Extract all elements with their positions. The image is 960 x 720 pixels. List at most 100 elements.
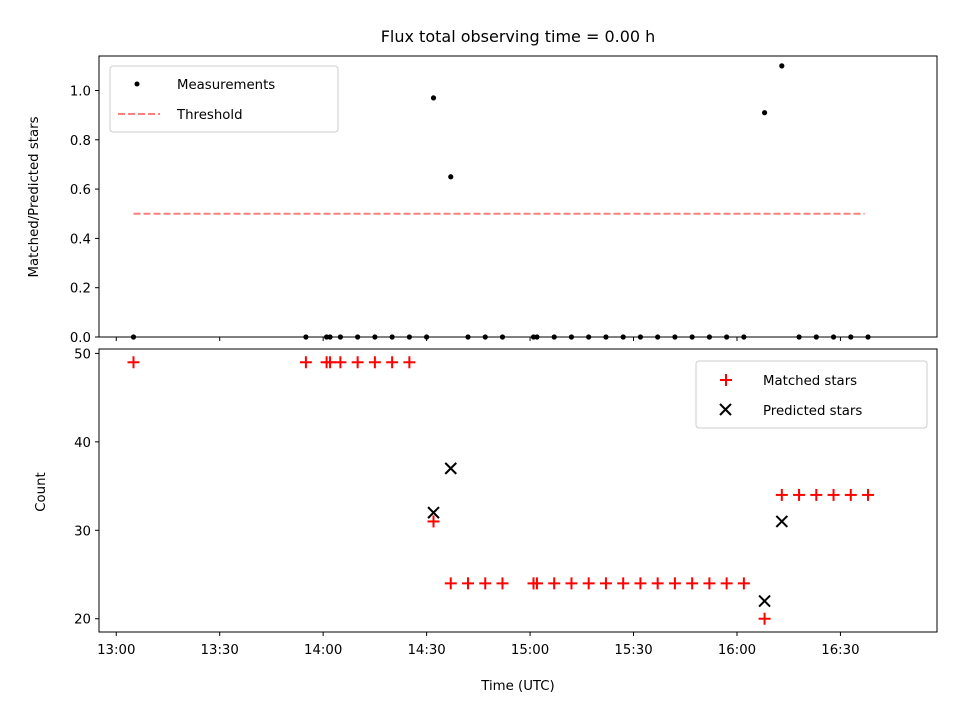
measurement-point [830, 334, 837, 340]
bottom-y-tick-label: 50 [74, 347, 91, 362]
matched-stars-point [461, 577, 474, 590]
measurement-point [761, 110, 768, 116]
measurement-point [130, 334, 137, 340]
measurement-point [430, 95, 437, 101]
measurement-point [355, 334, 361, 340]
matched-stars-point [737, 577, 750, 590]
matched-stars-point [496, 577, 509, 590]
matched-stars-point [386, 356, 399, 369]
x-tick-label: 16:30 [821, 643, 859, 658]
measurement-point [620, 334, 626, 340]
bottom-y-tick-label: 30 [74, 524, 91, 539]
measurement-point [672, 334, 678, 340]
matched-stars-point [720, 577, 733, 590]
measurement-point [303, 334, 309, 340]
matched-stars-point [444, 577, 457, 590]
measurement-point [655, 334, 661, 340]
x-tick-label: 14:00 [304, 643, 342, 658]
bottom-legend: Matched stars Predicted stars [695, 360, 928, 429]
measurement-point [706, 334, 712, 340]
x-tick-label: 16:00 [718, 643, 756, 658]
top-legend: Measurements Threshold [109, 65, 339, 133]
x-tick-label: 14:30 [407, 643, 445, 658]
top-y-tick-label: 0.4 [70, 232, 91, 247]
top-y-tick-label: 0.0 [70, 331, 91, 346]
top-y-tick-label: 0.2 [70, 282, 91, 297]
top-y-axis-label: Matched/Predicted stars [27, 116, 42, 277]
x-tick-label: 15:00 [511, 643, 549, 658]
measurement-point [482, 334, 488, 340]
bottom-y-axis-label: Count [34, 472, 49, 512]
x-tick-label: 13:30 [201, 643, 239, 658]
matched-stars-point [299, 356, 312, 369]
matched-stars-point [582, 577, 595, 590]
matched-stars-point [758, 612, 771, 625]
predicted-stars-point [427, 506, 440, 519]
measurement-point [568, 334, 575, 340]
measurement-point [424, 334, 430, 340]
matched-stars-point [368, 356, 381, 369]
measurement-point [865, 334, 871, 340]
matched-stars-point [548, 577, 561, 590]
bottom-y-ticks: 20 30 40 50 [74, 347, 99, 628]
matched-stars-point [334, 356, 347, 369]
measurement-point [372, 334, 378, 340]
predicted-stars-point [444, 462, 457, 475]
legend-measurements-marker [134, 81, 140, 87]
bottom-series [127, 356, 875, 625]
matched-stars-point [479, 577, 492, 590]
matched-stars-point [530, 577, 543, 590]
matched-stars-point [599, 577, 612, 590]
matched-stars-point [668, 577, 681, 590]
measurement-point [813, 334, 819, 340]
measurement-point [551, 334, 557, 340]
measurement-point [448, 174, 454, 180]
chart-title: Flux total observing time = 0.00 h [381, 27, 656, 46]
top-y-tick-label: 1.0 [70, 85, 91, 100]
matched-stars-point [324, 356, 337, 369]
legend-predicted-label: Predicted stars [763, 404, 862, 419]
predicted-stars-point [758, 594, 771, 608]
matched-stars-point [651, 577, 664, 590]
matched-stars-point [810, 488, 823, 501]
measurement-point [689, 334, 695, 340]
measurement-point [406, 334, 412, 340]
matched-stars-point [565, 577, 578, 590]
predicted-stars-point [775, 515, 789, 528]
top-y-tick-label: 0.6 [70, 183, 91, 198]
top-panel: Matched/Predicted stars 0.0 0.2 0.4 0.6 0.8 1… [27, 55, 938, 346]
matched-stars-point [617, 577, 630, 590]
matched-stars-point [844, 488, 857, 501]
measurement-point [499, 334, 506, 340]
measurement-point [848, 334, 854, 340]
top-x-ticks [115, 337, 841, 341]
bottom-x-ticks: 13:00 13:30 14:00 14:30 15:00 15:30 16:00 16:30 [97, 632, 860, 658]
measurement-point [603, 334, 609, 340]
bottom-plot-frame [98, 348, 938, 633]
measurement-point [534, 334, 540, 340]
legend-threshold-label: Threshold [176, 108, 243, 123]
measurement-point [465, 334, 471, 340]
legend-matched-label: Matched stars [763, 374, 857, 389]
legend-measurements-label: Measurements [177, 78, 275, 93]
measurement-point [796, 334, 802, 340]
bottom-legend-box [695, 360, 928, 429]
x-tick-label: 15:30 [614, 643, 652, 658]
bottom-y-tick-label: 20 [74, 613, 91, 628]
measurement-point [586, 334, 592, 340]
x-axis-label: Time (UTC) [480, 679, 555, 694]
legend-predicted-marker [719, 403, 732, 416]
top-legend-box [109, 65, 339, 133]
bottom-y-tick-label: 40 [74, 436, 91, 451]
matched-stars-point [827, 488, 840, 501]
matched-stars-point [127, 356, 140, 369]
matched-stars-point [862, 488, 875, 501]
top-series [130, 63, 871, 340]
top-plot-frame [98, 55, 938, 338]
bottom-panel: Count Time (UTC) 20 30 40 50 13:00 13:30 14:0… [34, 347, 938, 694]
matched-stars-point [634, 577, 647, 590]
matched-stars-point [351, 356, 364, 369]
measurement-point [337, 334, 343, 340]
matched-stars-point [775, 488, 788, 501]
